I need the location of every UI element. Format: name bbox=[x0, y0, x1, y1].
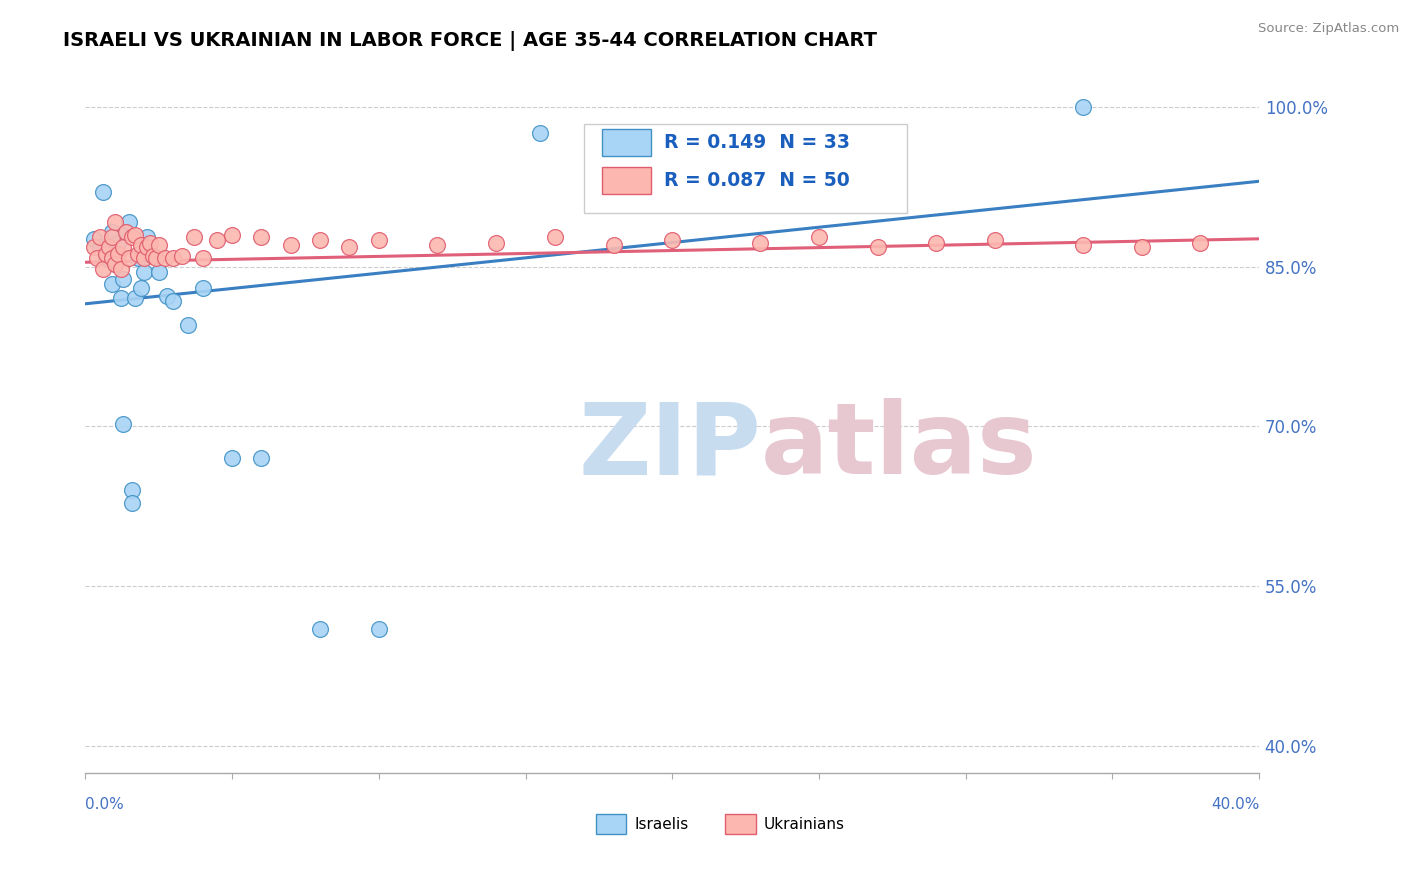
Point bbox=[121, 229, 143, 244]
Point bbox=[86, 251, 108, 265]
Point bbox=[97, 238, 120, 252]
Point bbox=[172, 249, 194, 263]
Point bbox=[807, 229, 830, 244]
Point bbox=[250, 229, 273, 244]
Text: ZIP: ZIP bbox=[578, 398, 761, 495]
Point bbox=[1071, 100, 1094, 114]
Point bbox=[115, 226, 138, 240]
Point bbox=[1189, 236, 1212, 251]
Point bbox=[156, 289, 179, 303]
Point bbox=[984, 233, 1007, 247]
Text: Israelis: Israelis bbox=[634, 817, 689, 832]
Point bbox=[162, 293, 184, 308]
Point bbox=[426, 238, 449, 252]
Point bbox=[89, 240, 111, 254]
Point bbox=[136, 229, 159, 244]
Point bbox=[221, 227, 243, 242]
Point bbox=[124, 227, 146, 242]
Text: Ukrainians: Ukrainians bbox=[763, 817, 845, 832]
Point bbox=[183, 229, 205, 244]
Point bbox=[191, 251, 214, 265]
Point bbox=[83, 240, 105, 254]
FancyBboxPatch shape bbox=[602, 167, 651, 194]
Point bbox=[118, 215, 141, 229]
Point bbox=[129, 238, 152, 252]
Point bbox=[162, 251, 184, 265]
Point bbox=[89, 229, 111, 244]
Text: R = 0.149  N = 33: R = 0.149 N = 33 bbox=[664, 133, 851, 153]
FancyBboxPatch shape bbox=[596, 814, 627, 834]
Point bbox=[1130, 240, 1153, 254]
Point bbox=[112, 240, 135, 254]
Point bbox=[121, 496, 143, 510]
Point bbox=[280, 238, 302, 252]
Point bbox=[749, 236, 772, 251]
Point bbox=[129, 281, 152, 295]
Point bbox=[127, 251, 149, 265]
Point bbox=[250, 451, 273, 466]
Point bbox=[367, 622, 389, 636]
Point bbox=[97, 240, 120, 254]
Point bbox=[485, 236, 508, 251]
Point bbox=[207, 233, 229, 247]
Point bbox=[91, 261, 114, 276]
Text: Source: ZipAtlas.com: Source: ZipAtlas.com bbox=[1258, 22, 1399, 36]
Point bbox=[110, 292, 132, 306]
Point bbox=[110, 261, 132, 276]
Point bbox=[153, 251, 176, 265]
Text: atlas: atlas bbox=[761, 398, 1036, 495]
Point bbox=[1071, 238, 1094, 252]
Point bbox=[100, 226, 122, 240]
Point bbox=[925, 236, 948, 251]
Point bbox=[339, 240, 361, 254]
Point bbox=[221, 451, 243, 466]
Point bbox=[94, 246, 117, 260]
Point bbox=[136, 240, 159, 254]
Text: ISRAELI VS UKRAINIAN IN LABOR FORCE | AGE 35-44 CORRELATION CHART: ISRAELI VS UKRAINIAN IN LABOR FORCE | AG… bbox=[63, 31, 877, 51]
Point bbox=[124, 292, 146, 306]
Point bbox=[121, 483, 143, 498]
Point bbox=[104, 257, 127, 271]
Point bbox=[100, 277, 122, 291]
Point bbox=[100, 229, 122, 244]
Point bbox=[309, 233, 332, 247]
Point bbox=[94, 251, 117, 265]
FancyBboxPatch shape bbox=[602, 129, 651, 156]
Point bbox=[142, 249, 165, 263]
Point bbox=[177, 318, 200, 332]
Point bbox=[544, 229, 567, 244]
Point bbox=[367, 233, 389, 247]
Point bbox=[132, 251, 155, 265]
Point bbox=[112, 417, 135, 432]
Point bbox=[118, 251, 141, 265]
Text: 40.0%: 40.0% bbox=[1211, 797, 1260, 813]
Point bbox=[83, 232, 105, 246]
Point bbox=[139, 246, 162, 260]
Point bbox=[104, 257, 127, 271]
FancyBboxPatch shape bbox=[585, 124, 907, 213]
Point bbox=[100, 251, 122, 265]
Point bbox=[309, 622, 332, 636]
Point bbox=[145, 251, 167, 265]
Point bbox=[602, 238, 624, 252]
Point bbox=[107, 246, 129, 260]
Point bbox=[148, 265, 170, 279]
Text: 0.0%: 0.0% bbox=[86, 797, 124, 813]
Point bbox=[91, 185, 114, 199]
FancyBboxPatch shape bbox=[725, 814, 755, 834]
Point bbox=[148, 238, 170, 252]
Point bbox=[529, 126, 551, 140]
Point bbox=[104, 215, 127, 229]
Point bbox=[191, 281, 214, 295]
Point bbox=[132, 265, 155, 279]
Point bbox=[139, 236, 162, 251]
Point bbox=[107, 236, 129, 251]
Point bbox=[127, 246, 149, 260]
Point bbox=[866, 240, 889, 254]
Text: R = 0.087  N = 50: R = 0.087 N = 50 bbox=[664, 170, 849, 190]
Point bbox=[661, 233, 683, 247]
Point bbox=[115, 226, 138, 240]
Point bbox=[112, 272, 135, 286]
